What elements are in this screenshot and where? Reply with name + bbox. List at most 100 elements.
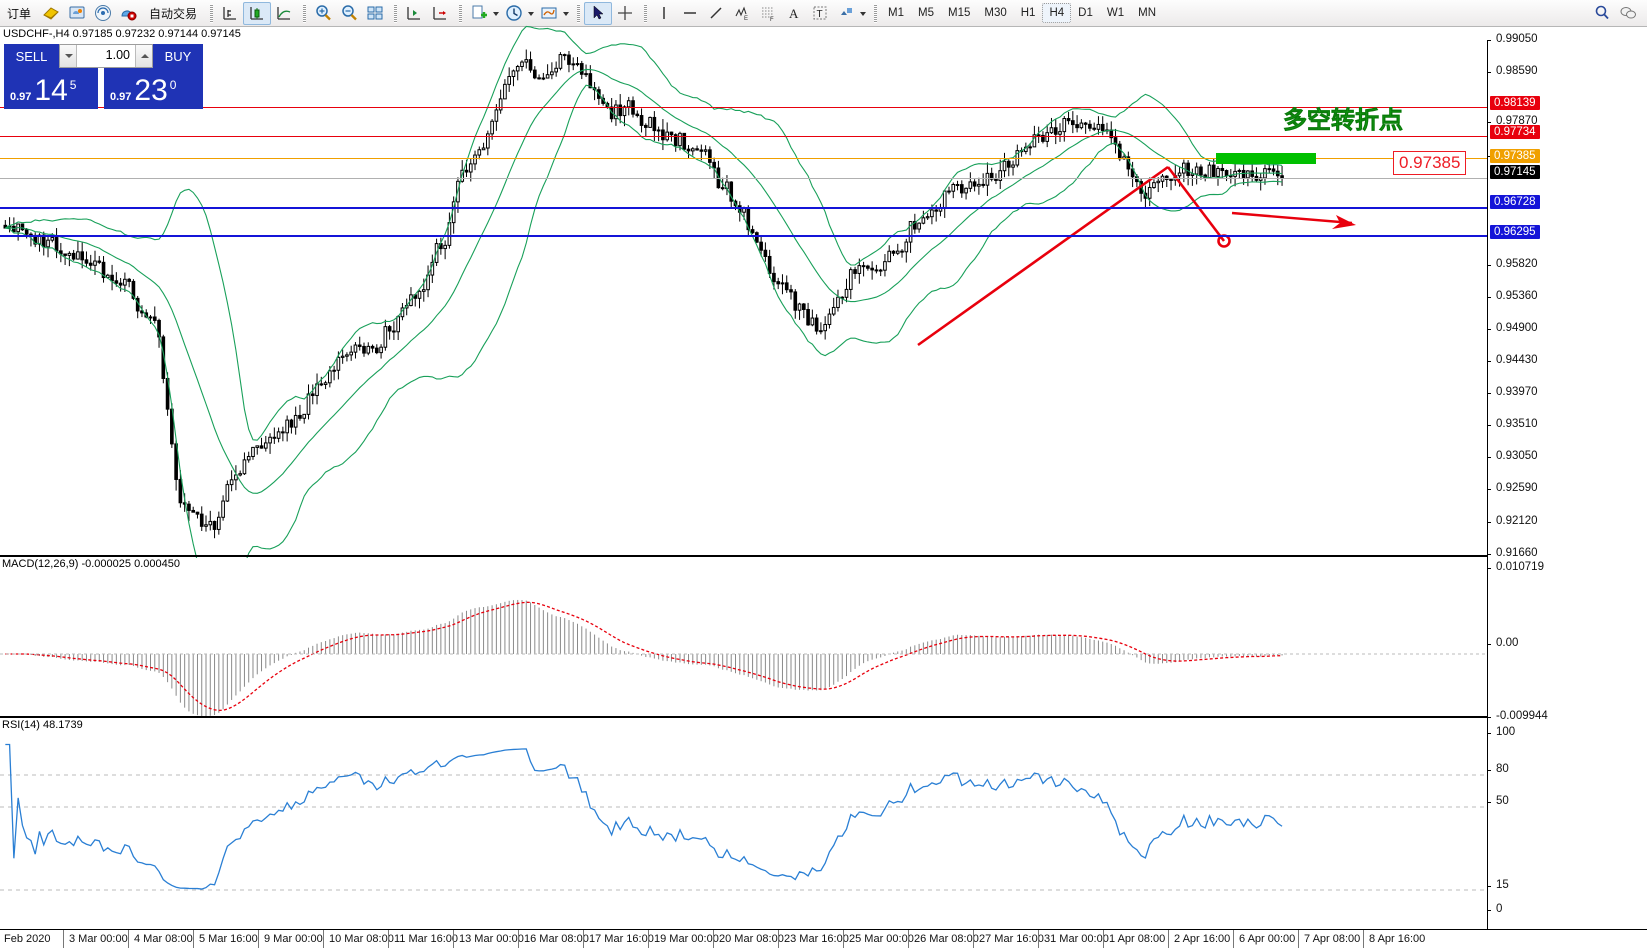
candle bbox=[648, 116, 652, 128]
macd-histogram bbox=[9, 599, 1283, 717]
signal-icon[interactable] bbox=[90, 2, 116, 25]
time-label: 4 Mar 08:00 bbox=[134, 933, 193, 945]
price-tick-value: 0.93510 bbox=[1496, 418, 1538, 431]
macd-signal-line bbox=[5, 601, 1283, 712]
candlestick-series bbox=[3, 49, 1284, 539]
candle bbox=[746, 205, 751, 237]
sell-button[interactable]: SELL bbox=[4, 44, 59, 68]
crosshair-icon[interactable] bbox=[612, 2, 638, 25]
candle bbox=[729, 181, 734, 209]
candle bbox=[635, 110, 640, 118]
price-scale[interactable]: 0.990500.985900.978700.973800.958200.953… bbox=[1486, 33, 1647, 929]
candlestick-icon[interactable] bbox=[243, 1, 272, 25]
price-level-label-096295[interactable]: 0.96295 bbox=[1490, 224, 1540, 239]
time-label: Feb 2020 bbox=[4, 933, 51, 945]
text-label-icon[interactable]: T bbox=[807, 2, 833, 25]
indicator-dropdown-caret[interactable] bbox=[562, 4, 571, 22]
cursor-icon[interactable] bbox=[584, 1, 613, 25]
timeframe-m5[interactable]: M5 bbox=[918, 7, 934, 19]
price-level-label-096728[interactable]: 0.96728 bbox=[1490, 194, 1540, 209]
pivot-line-97385[interactable] bbox=[0, 158, 1487, 159]
candle bbox=[332, 365, 336, 381]
uptrend-line bbox=[917, 165, 1169, 347]
elliott-wave-icon[interactable]: E bbox=[729, 2, 755, 25]
price-level-label-097734[interactable]: 0.97734 bbox=[1490, 124, 1540, 139]
time-separator bbox=[648, 930, 649, 948]
period-dropdown-caret[interactable] bbox=[527, 4, 536, 22]
price-level-label-097145[interactable]: 0.97145 bbox=[1490, 165, 1540, 180]
line-chart-icon[interactable] bbox=[271, 2, 297, 25]
price-tick: 0.92120 bbox=[1487, 515, 1538, 527]
sell-price-display[interactable]: 0.97 14 5 bbox=[4, 68, 98, 109]
rsi-scale-0-value: 0 bbox=[1496, 903, 1503, 915]
timeframe-h1[interactable]: H1 bbox=[1020, 7, 1036, 19]
price-level-label-098139[interactable]: 0.98139 bbox=[1490, 96, 1540, 111]
indicator-list-icon[interactable] bbox=[536, 2, 562, 25]
lot-size-input[interactable]: 1.00 bbox=[105, 48, 130, 62]
template-dropdown-caret[interactable] bbox=[492, 4, 501, 22]
time-separator bbox=[1363, 930, 1364, 948]
candle bbox=[259, 437, 264, 449]
candle bbox=[174, 440, 178, 491]
candle bbox=[686, 145, 691, 159]
price-chart-pane[interactable]: 多空转折点 0.97385 bbox=[0, 25, 1487, 617]
timeframe-m30[interactable]: M30 bbox=[984, 7, 1007, 19]
zoom-in-icon[interactable] bbox=[310, 2, 336, 25]
fibonacci-icon[interactable]: F bbox=[755, 2, 781, 25]
candle bbox=[524, 49, 529, 69]
price-level-label-097385[interactable]: 0.97385 bbox=[1490, 148, 1540, 163]
macd-scale-min: -0.009944 bbox=[1487, 710, 1548, 722]
search-icon[interactable] bbox=[1589, 2, 1615, 25]
candle bbox=[1169, 178, 1173, 191]
autotrade-button[interactable]: 自动交易 bbox=[142, 2, 204, 25]
buy-button[interactable]: BUY bbox=[153, 44, 203, 68]
rsi-scale-0: 0 bbox=[1486, 903, 1503, 915]
candle bbox=[1036, 126, 1041, 144]
cloud-icon[interactable] bbox=[64, 2, 90, 25]
timeframe-m15[interactable]: M15 bbox=[948, 7, 971, 19]
timeframe-h4[interactable]: H4 bbox=[1042, 3, 1072, 23]
green-zone-marker[interactable] bbox=[1216, 153, 1316, 164]
tile-windows-icon[interactable] bbox=[362, 2, 388, 25]
autotrade-icon[interactable] bbox=[116, 2, 142, 25]
shapes-icon[interactable] bbox=[833, 2, 859, 25]
auto-scroll-icon[interactable] bbox=[427, 2, 453, 25]
time-axis[interactable]: Feb 2020 3 Mar 00:00 4 Mar 08:00 5 Mar 16:0… bbox=[0, 929, 1647, 948]
new-template-icon[interactable] bbox=[466, 2, 492, 25]
price-tick-value: 0.92590 bbox=[1496, 482, 1538, 495]
lot-increase-button[interactable] bbox=[135, 45, 152, 67]
new-order-icon[interactable] bbox=[38, 2, 64, 25]
timeframe-d1[interactable]: D1 bbox=[1078, 7, 1093, 19]
svg-text:A: A bbox=[789, 6, 799, 21]
zoom-out-icon[interactable] bbox=[336, 2, 362, 25]
chat-icon[interactable] bbox=[1615, 2, 1641, 25]
resistance-line-98139[interactable] bbox=[0, 107, 1487, 108]
shapes-dropdown-caret[interactable] bbox=[859, 4, 868, 22]
timeframe-w1[interactable]: W1 bbox=[1106, 7, 1125, 19]
trendline-icon[interactable] bbox=[703, 2, 729, 25]
lot-decrease-button[interactable] bbox=[60, 45, 77, 67]
horizontal-line-icon[interactable] bbox=[677, 2, 703, 25]
timeframe-m1[interactable]: M1 bbox=[888, 7, 905, 19]
support-line-96728[interactable] bbox=[0, 207, 1487, 209]
chart-shift-icon[interactable] bbox=[401, 2, 427, 25]
candle bbox=[776, 277, 781, 290]
order-button[interactable]: 订单 bbox=[0, 2, 38, 25]
time-separator bbox=[1038, 930, 1039, 948]
vertical-line-icon[interactable] bbox=[651, 2, 677, 25]
rsi-pane[interactable]: RSI(14) 48.1739 bbox=[0, 719, 1487, 929]
macd-pane[interactable]: MACD(12,26,9) -0.000025 0.000450 bbox=[0, 558, 1487, 717]
candle bbox=[255, 445, 260, 455]
lot-size-stepper[interactable]: 1.00 bbox=[59, 44, 153, 68]
candle bbox=[242, 452, 247, 476]
text-icon[interactable]: A bbox=[781, 2, 807, 25]
resistance-line-97734[interactable] bbox=[0, 136, 1487, 137]
support-line-96295[interactable] bbox=[0, 235, 1487, 237]
period-separator-icon[interactable] bbox=[501, 2, 527, 25]
candle bbox=[1199, 164, 1203, 180]
timeframe-mn[interactable]: MN bbox=[1138, 7, 1156, 19]
bar-chart-icon[interactable] bbox=[217, 2, 243, 25]
buy-price-display[interactable]: 0.97 23 0 bbox=[104, 68, 203, 109]
candle bbox=[866, 264, 870, 271]
rsi-label: RSI(14) 48.1739 bbox=[2, 719, 83, 731]
